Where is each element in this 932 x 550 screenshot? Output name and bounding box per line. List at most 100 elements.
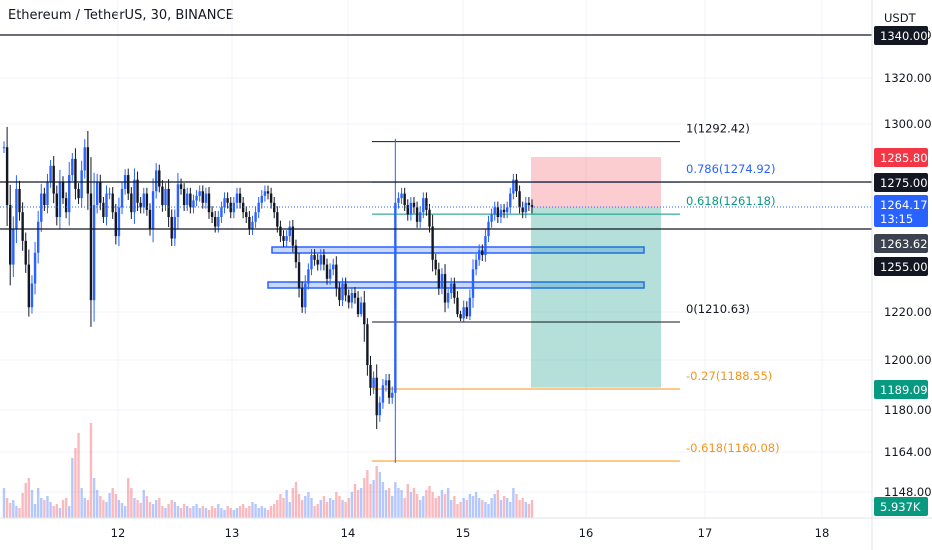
volume-bar: [148, 502, 152, 518]
volume-bar: [130, 488, 133, 518]
volume-bar: [521, 498, 524, 518]
candle-body: [446, 293, 450, 303]
volume-bar: [518, 500, 521, 518]
volume-bar: [263, 508, 267, 518]
volume-bar: [446, 488, 450, 518]
candle-body: [186, 193, 189, 206]
volume-bar: [92, 478, 96, 518]
time-tick: 18: [815, 526, 830, 540]
volume-bar: [530, 500, 534, 518]
candle-body: [387, 380, 391, 398]
candle-body: [83, 147, 86, 171]
candle-body: [468, 297, 472, 317]
candle-body: [322, 255, 326, 265]
candle-body: [518, 191, 521, 208]
candle-body: [418, 212, 422, 222]
candle-body: [509, 193, 512, 208]
candle-body: [505, 207, 509, 213]
candle-body: [437, 269, 441, 289]
candle-body: [440, 274, 444, 289]
candle-body: [462, 307, 465, 319]
time-axis[interactable]: 12 13 14 15 16 17 18: [0, 517, 932, 540]
candle-body: [496, 207, 500, 218]
candle-body: [263, 191, 267, 196]
candle-body: [341, 283, 344, 301]
volume-bar: [123, 506, 127, 518]
candle-body: [515, 179, 518, 192]
candle-body: [161, 186, 164, 206]
candle-body: [273, 202, 276, 213]
candle-body: [450, 283, 453, 294]
volume-bar: [527, 504, 531, 518]
volume-bar: [313, 506, 316, 518]
horizontal-lines[interactable]: [0, 34, 872, 230]
volume-bar: [170, 500, 173, 518]
volume-bar: [332, 500, 335, 518]
volume-bar: [478, 498, 481, 518]
candle-body: [304, 283, 307, 308]
candle-body: [207, 193, 211, 213]
candle-body: [77, 188, 80, 199]
volume-bar: [142, 490, 145, 518]
candle-body: [375, 377, 378, 416]
candle-body: [391, 392, 394, 398]
candle-body: [313, 255, 316, 260]
volume-bar: [161, 506, 164, 518]
volume-bar: [30, 490, 34, 518]
candle-body: [456, 297, 459, 315]
price-tag-label: 1340.00: [880, 29, 928, 43]
candle-body: [459, 314, 462, 319]
volume-bar: [304, 496, 307, 518]
symbol-title[interactable]: Ethereum / TetherUS, 30, BINANCE: [8, 8, 234, 23]
volume-bar: [15, 506, 18, 518]
candle-body: [21, 212, 24, 241]
price-tag-label: 1255.00: [880, 260, 928, 274]
candle-body: [412, 202, 416, 208]
volume-bar: [316, 504, 319, 518]
candle-body: [139, 202, 142, 208]
candle-body: [248, 217, 251, 229]
fib-label: 0.618(1261.18): [686, 194, 775, 208]
candle-body: [18, 188, 21, 213]
candle-body: [74, 158, 77, 189]
volume-bar: [151, 504, 155, 518]
volume-bars: [2, 423, 534, 518]
volume-bar: [105, 502, 108, 518]
candle-body: [297, 262, 301, 289]
candle-body: [204, 193, 208, 203]
candle-body: [24, 240, 27, 265]
volume-bar: [120, 503, 124, 518]
volume-bar: [83, 498, 86, 518]
candle-body: [443, 274, 447, 303]
candles: [2, 126, 534, 463]
volume-bar: [378, 472, 382, 518]
candle-body: [46, 182, 49, 206]
candle-body: [530, 205, 534, 208]
volume-bar: [111, 488, 114, 518]
candle-body: [182, 188, 186, 206]
volume-bar: [195, 504, 198, 518]
price-axis[interactable]: USDT 1340.00 1320.00 1300.00 1220.00 1200.00 1…: [871, 0, 932, 550]
volume-bar: [164, 508, 167, 518]
candle-body: [415, 207, 419, 222]
volume-bar: [372, 480, 375, 518]
candle-body: [179, 184, 183, 189]
candle-body: [266, 191, 270, 194]
candle-body: [232, 202, 236, 213]
volume-bar: [391, 496, 394, 518]
volume-bar: [462, 498, 465, 518]
volume-bar: [18, 508, 21, 518]
candle-body: [319, 255, 322, 265]
price-tag: [874, 26, 928, 45]
volume-bar: [341, 500, 344, 518]
volume-bar: [182, 504, 186, 518]
candle-body: [378, 402, 382, 416]
candle-body: [151, 191, 155, 229]
candle-body: [130, 193, 133, 213]
candle-body: [338, 288, 341, 301]
volume-bar: [55, 504, 58, 518]
candle-body: [471, 269, 475, 298]
volume-bar: [114, 494, 118, 518]
volume-bar: [307, 492, 310, 518]
